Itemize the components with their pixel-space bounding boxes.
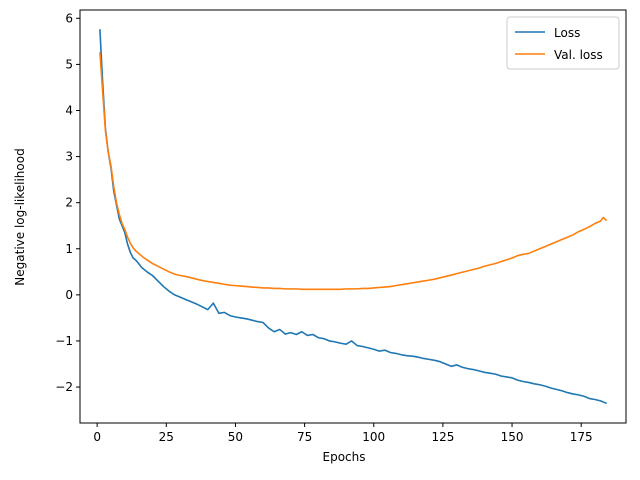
y-tick-label: 5	[65, 57, 73, 71]
series-line-loss	[99, 29, 607, 404]
y-tick-label: 3	[65, 150, 73, 164]
x-axis-label: Epochs	[323, 450, 366, 464]
legend-label-val-loss: Val. loss	[554, 48, 603, 62]
legend: Loss Val. loss	[506, 16, 620, 70]
x-tick-label: 175	[570, 430, 593, 444]
x-tick-label: 25	[159, 430, 174, 444]
y-tick-label: 4	[65, 103, 73, 117]
series-line-val-loss	[99, 52, 607, 291]
x-tick-label: 150	[501, 430, 524, 444]
x-tick-label: 50	[228, 430, 243, 444]
y-tick-label: −2	[55, 380, 73, 394]
x-tick-label: 75	[297, 430, 312, 444]
plot-area	[79, 9, 627, 424]
y-axis-label: Negative log-likelihood	[13, 148, 27, 285]
y-tick-label: 2	[65, 196, 73, 210]
legend-label-loss: Loss	[554, 26, 580, 40]
y-tick-label: −1	[55, 334, 73, 348]
x-tick-label: 100	[362, 430, 385, 444]
x-axis: 0 25 50 75 100 125 150 175	[93, 423, 593, 444]
y-tick-label: 1	[65, 242, 73, 256]
y-axis: −2 −1 0 1 2 3 4 5 6	[55, 11, 80, 394]
y-tick-label: 0	[65, 288, 73, 302]
axes-frame	[79, 9, 627, 424]
y-tick-label: 6	[65, 11, 73, 25]
series-layer	[99, 29, 607, 404]
x-tick-label: 0	[93, 430, 101, 444]
legend-box	[506, 16, 620, 70]
x-tick-label: 125	[431, 430, 454, 444]
axes-background	[80, 10, 626, 423]
